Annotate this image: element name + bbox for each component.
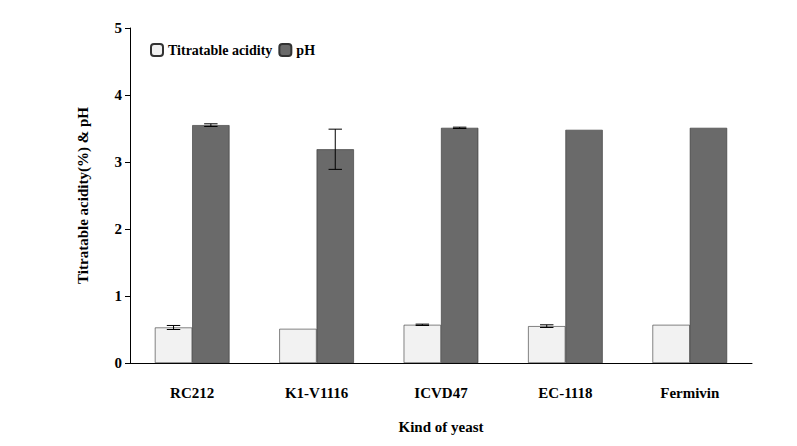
svg-text:Kind of yeast: Kind of yeast: [398, 419, 483, 435]
svg-text:5: 5: [115, 20, 123, 36]
svg-text:4: 4: [115, 87, 123, 103]
svg-text:1: 1: [115, 288, 123, 304]
svg-text:ICVD47: ICVD47: [414, 385, 468, 401]
svg-text:Fermivin: Fermivin: [660, 385, 720, 401]
svg-text:Titratable acidity(%) & pH: Titratable acidity(%) & pH: [75, 107, 92, 284]
svg-text:3: 3: [115, 154, 123, 170]
svg-text:Titratable acidity: Titratable acidity: [168, 43, 272, 58]
svg-text:0: 0: [115, 355, 123, 371]
svg-text:RC212: RC212: [170, 385, 214, 401]
svg-text:2: 2: [115, 221, 123, 237]
svg-text:K1-V1116: K1-V1116: [285, 385, 349, 401]
svg-text:EC-1118: EC-1118: [538, 385, 592, 401]
svg-text:pH: pH: [296, 43, 315, 58]
